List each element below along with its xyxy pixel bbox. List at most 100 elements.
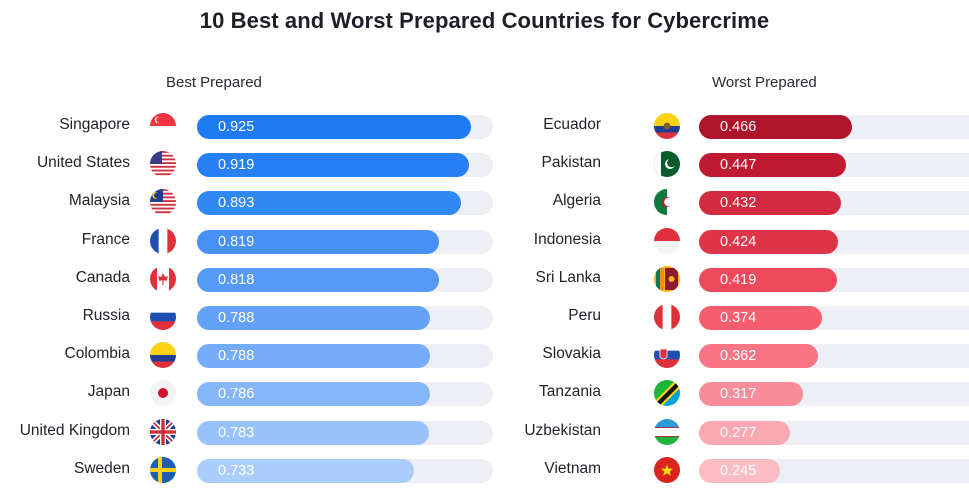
country-label: Sri Lanka <box>535 268 601 286</box>
country-label: Ecuador <box>543 116 601 133</box>
pakistan-flag-icon <box>654 151 680 178</box>
bar-row-slovakia: Slovakia 0.362 <box>500 340 969 370</box>
bar-track: 0.432 <box>699 191 969 216</box>
bar-track: 0.374 <box>699 306 969 330</box>
bar-row-pakistan: Pakistan 0.447 <box>500 149 969 179</box>
algeria-flag-icon <box>654 189 680 216</box>
worst-prepared-title: Worst Prepared <box>712 74 817 91</box>
bar <box>699 267 837 292</box>
chart-title: 10 Best and Worst Prepared Countries for… <box>199 8 770 33</box>
country-label: United States <box>36 154 130 172</box>
value-label: 0.925 <box>218 119 255 135</box>
bar <box>699 458 780 483</box>
value-label: 0.786 <box>218 386 255 403</box>
bar-track: 0.277 <box>699 420 969 445</box>
bar-row-colombia: Colombia 0.788 <box>0 340 500 370</box>
bar-track: 0.786 <box>197 382 493 407</box>
bar-row-singapore: Singapore 0.925 <box>0 111 500 141</box>
tanzania-flag-icon <box>654 380 680 407</box>
bar <box>699 306 822 330</box>
country-label: Canada <box>75 268 130 286</box>
bar-track: 0.447 <box>699 153 969 178</box>
bar-row-russia: Russia 0.788 <box>0 302 500 332</box>
bar-row-indonesia: Indonesia 0.424 <box>500 226 969 256</box>
bar <box>197 267 440 292</box>
bar-track: 0.819 <box>197 229 493 254</box>
country-label: Sweden <box>73 459 130 477</box>
country-label: Algeria <box>552 192 601 210</box>
value-label: 0.419 <box>720 271 757 288</box>
united-kingdom-flag-icon <box>150 418 176 445</box>
country-label: Colombia <box>64 345 130 363</box>
bar-track: 0.424 <box>699 229 969 254</box>
bar-track: 0.733 <box>197 458 493 483</box>
bar-track: 0.419 <box>699 267 969 292</box>
bar-row-united-kingdom: United Kingdom 0.783 <box>0 417 500 447</box>
bar <box>197 191 462 216</box>
country-label: Uzbekistan <box>524 421 601 439</box>
value-label: 0.788 <box>218 348 255 365</box>
bar <box>197 458 414 483</box>
value-label: 0.317 <box>720 386 757 403</box>
sweden-flag-icon <box>150 456 176 483</box>
best-prepared-title: Best Prepared <box>166 74 262 91</box>
bar <box>197 344 431 369</box>
country-label: Tanzania <box>538 383 601 401</box>
japan-flag-icon <box>150 380 176 407</box>
country-label: Vietnam <box>544 459 601 477</box>
bar-row-sweden: Sweden 0.733 <box>0 455 500 485</box>
vietnam-flag-icon <box>654 456 680 483</box>
bar-track: 0.317 <box>699 382 969 407</box>
bar-track: 0.788 <box>197 306 493 330</box>
ecuador-flag-icon <box>654 113 680 139</box>
value-label: 0.893 <box>218 195 255 212</box>
uzbekistan-flag-icon <box>654 418 680 445</box>
value-label: 0.819 <box>218 233 255 250</box>
value-label: 0.362 <box>720 348 757 365</box>
bar-row-france: France 0.819 <box>0 226 500 256</box>
singapore-flag-icon <box>150 113 176 139</box>
bar-track: 0.362 <box>699 344 969 369</box>
bar <box>699 382 804 407</box>
value-label: 0.733 <box>218 462 255 479</box>
country-label: Malaysia <box>68 192 130 210</box>
bar <box>699 229 839 254</box>
bar <box>197 229 440 254</box>
bar-row-malaysia: Malaysia 0.893 <box>0 187 500 217</box>
bar <box>197 153 470 178</box>
value-label: 0.424 <box>720 233 757 250</box>
bar-track: 0.245 <box>699 458 969 483</box>
bar-row-united-states: United States 0.919 <box>0 149 500 179</box>
bar-row-tanzania: Tanzania 0.317 <box>500 378 969 408</box>
bar-track: 0.466 <box>699 115 969 139</box>
value-label: 0.447 <box>720 157 757 174</box>
country-label: Indonesia <box>533 230 601 248</box>
value-label: 0.277 <box>720 424 757 441</box>
bar-track: 0.783 <box>197 420 493 445</box>
bar <box>699 420 791 445</box>
bar-row-peru: Peru 0.374 <box>500 302 969 332</box>
bar <box>699 191 842 216</box>
value-label: 0.432 <box>720 195 757 212</box>
bar <box>699 153 846 178</box>
bar-track: 0.818 <box>197 267 493 292</box>
value-label: 0.788 <box>218 310 255 326</box>
bar-row-algeria: Algeria 0.432 <box>500 187 969 217</box>
bar <box>197 115 471 139</box>
malaysia-flag-icon <box>150 189 176 216</box>
bar-row-uzbekistan: Uzbekistan 0.277 <box>500 417 969 447</box>
russia-flag-icon <box>150 304 176 330</box>
bar <box>197 382 430 407</box>
sri-lanka-flag-icon <box>654 265 680 292</box>
slovakia-flag-icon <box>654 342 680 369</box>
value-label: 0.783 <box>218 424 255 441</box>
bar-row-vietnam: Vietnam 0.245 <box>500 455 969 485</box>
country-label: United Kingdom <box>19 421 130 439</box>
canada-flag-icon <box>150 265 176 292</box>
country-label: Pakistan <box>541 154 601 172</box>
country-label: Singapore <box>59 116 130 133</box>
colombia-flag-icon <box>150 342 176 369</box>
value-label: 0.245 <box>720 462 757 479</box>
value-label: 0.919 <box>218 157 255 174</box>
bar <box>197 306 431 330</box>
